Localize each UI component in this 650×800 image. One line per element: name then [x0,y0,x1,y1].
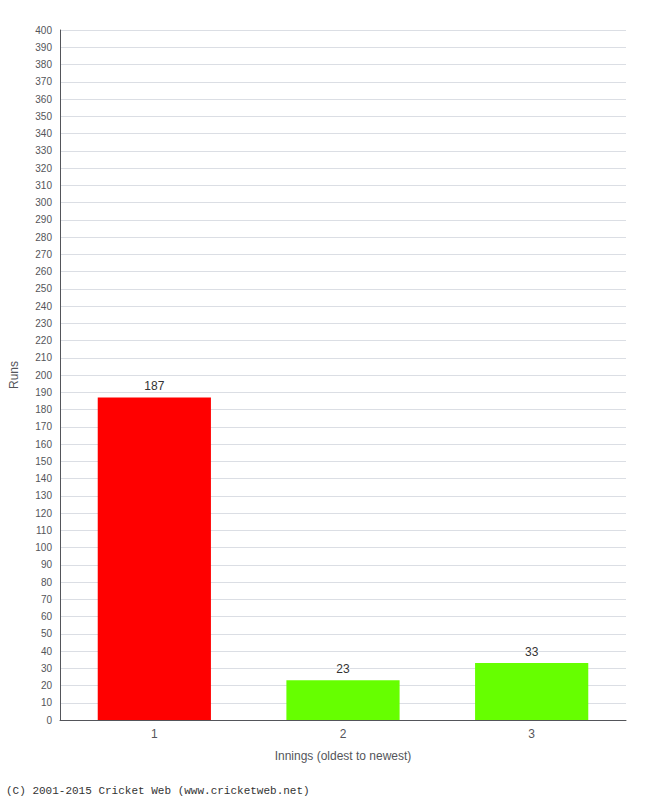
svg-text:260: 260 [35,266,52,277]
svg-text:350: 350 [35,111,52,122]
svg-text:330: 330 [35,145,52,156]
svg-text:120: 120 [35,508,52,519]
svg-text:60: 60 [41,611,53,622]
svg-text:1: 1 [151,727,158,741]
svg-text:210: 210 [35,352,52,363]
svg-text:33: 33 [525,645,539,659]
svg-text:280: 280 [35,232,52,243]
svg-text:90: 90 [41,559,53,570]
svg-text:400: 400 [35,25,52,36]
svg-text:380: 380 [35,59,52,70]
svg-text:50: 50 [41,628,53,639]
svg-text:320: 320 [35,163,52,174]
svg-text:220: 220 [35,335,52,346]
svg-text:230: 230 [35,318,52,329]
svg-text:187: 187 [144,379,164,393]
svg-text:310: 310 [35,180,52,191]
svg-text:200: 200 [35,370,52,381]
svg-text:180: 180 [35,404,52,415]
svg-text:240: 240 [35,301,52,312]
svg-text:100: 100 [35,542,52,553]
svg-text:30: 30 [41,663,53,674]
svg-text:3: 3 [528,727,535,741]
svg-text:2: 2 [340,727,347,741]
svg-text:370: 370 [35,76,52,87]
svg-text:140: 140 [35,473,52,484]
svg-text:270: 270 [35,249,52,260]
svg-text:130: 130 [35,490,52,501]
svg-text:20: 20 [41,680,53,691]
svg-text:150: 150 [35,456,52,467]
svg-text:390: 390 [35,42,52,53]
svg-text:80: 80 [41,577,53,588]
svg-text:70: 70 [41,594,53,605]
svg-text:290: 290 [35,214,52,225]
svg-text:Runs: Runs [7,361,21,389]
svg-text:190: 190 [35,387,52,398]
svg-text:0: 0 [46,715,52,726]
svg-text:110: 110 [36,525,52,536]
svg-text:250: 250 [35,283,52,294]
svg-text:160: 160 [35,439,52,450]
svg-text:360: 360 [35,94,52,105]
svg-text:340: 340 [35,128,52,139]
svg-text:170: 170 [35,421,52,432]
svg-text:Innings (oldest to newest): Innings (oldest to newest) [275,749,412,763]
svg-text:10: 10 [41,697,53,708]
svg-text:23: 23 [336,662,350,676]
svg-text:(C) 2001-2015 Cricket Web (www: (C) 2001-2015 Cricket Web (www.cricketwe… [6,785,310,797]
svg-text:300: 300 [35,197,52,208]
svg-text:40: 40 [41,646,53,657]
